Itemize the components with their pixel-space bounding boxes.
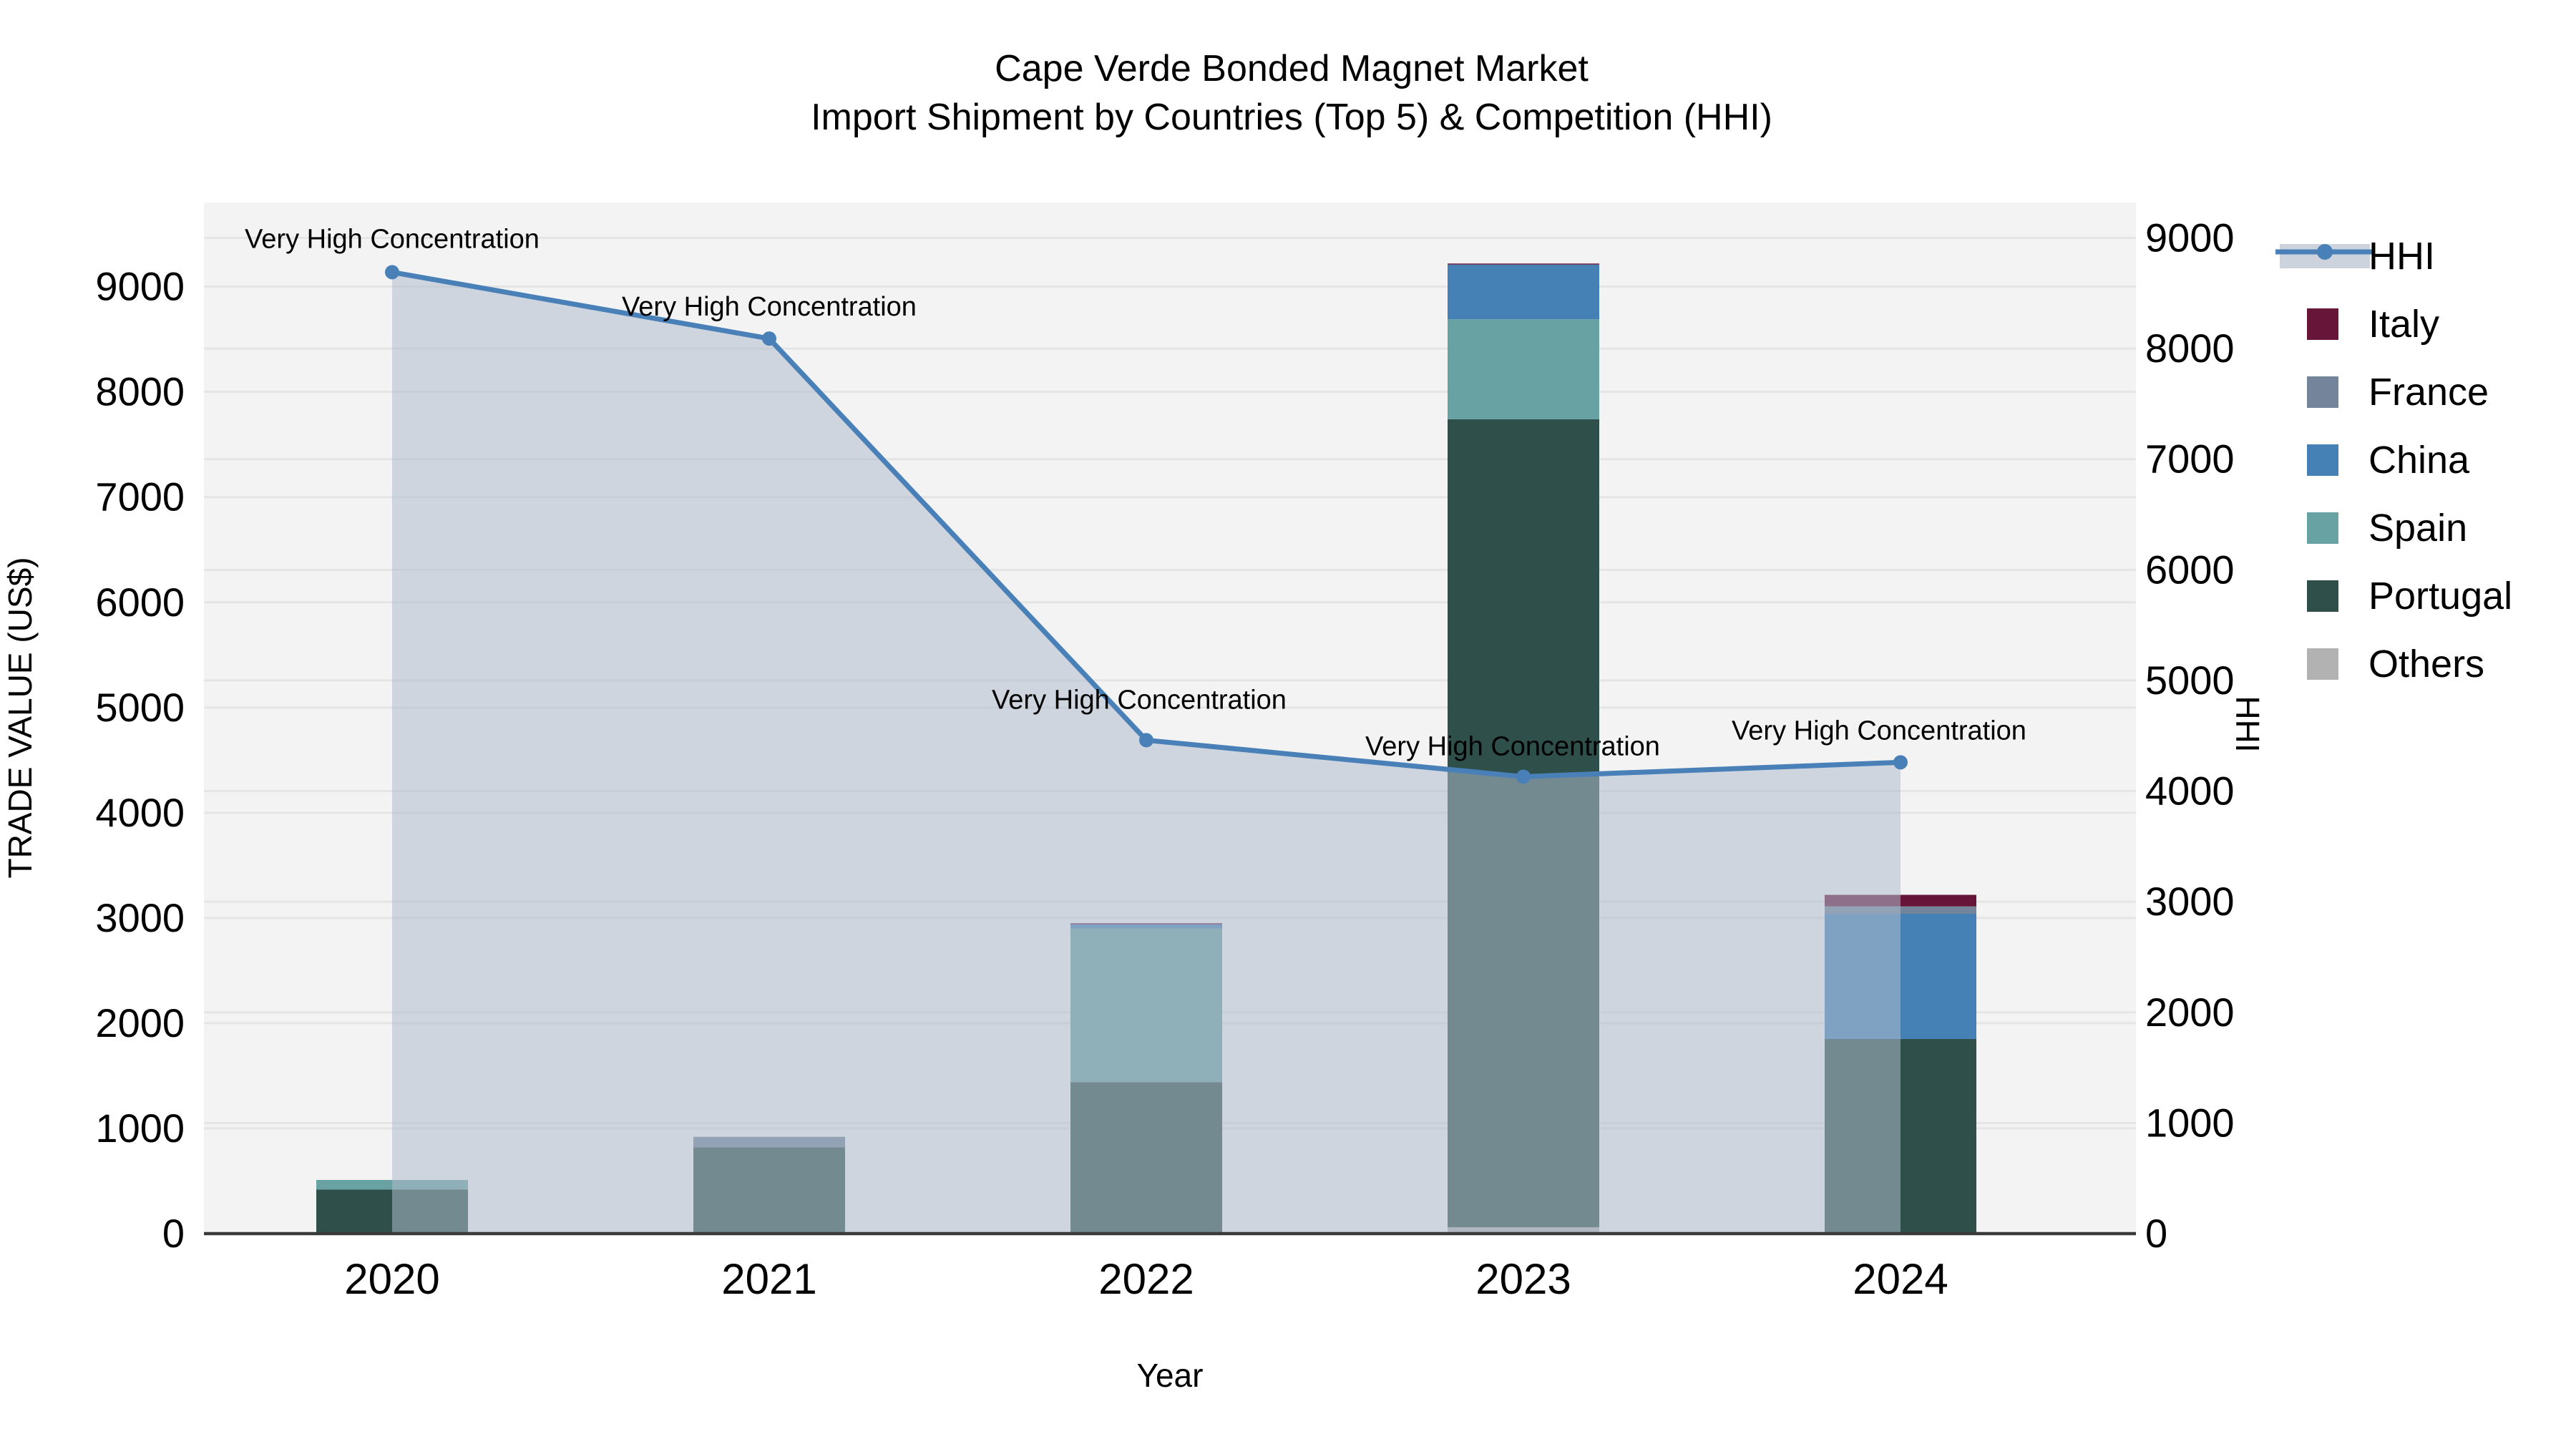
hhi-marker-2022: [1139, 733, 1153, 748]
legend-swatch-spain: [2307, 512, 2338, 544]
hhi-area: [392, 272, 1901, 1234]
y-tick-label-right-0: 0: [2145, 1211, 2167, 1256]
x-tick-label-2022: 2022: [1098, 1255, 1194, 1303]
y-tick-label-right-6000: 6000: [2145, 547, 2235, 592]
bar-segment-china-2023: [1448, 264, 1599, 320]
legend-label-italy: Italy: [2368, 303, 2439, 346]
legend-swatch-portugal: [2307, 580, 2338, 612]
annotation-2021: Very High Concentration: [622, 292, 917, 322]
legend-label-hhi: HHI: [2368, 235, 2435, 278]
x-tick-label-2020: 2020: [344, 1255, 439, 1303]
legend-swatch-italy: [2307, 308, 2338, 340]
y-tick-label-left-3000: 3000: [95, 895, 185, 940]
y-tick-label-right-4000: 4000: [2145, 769, 2235, 814]
annotation-2023: Very High Concentration: [1365, 731, 1660, 761]
bar-segment-italy-2023: [1448, 263, 1599, 265]
annotation-2022: Very High Concentration: [992, 685, 1287, 715]
legend-label-spain: Spain: [2368, 507, 2467, 550]
y-tick-label-left-6000: 6000: [95, 580, 185, 625]
y-tick-label-left-2000: 2000: [95, 1000, 185, 1045]
y-tick-label-left-7000: 7000: [95, 474, 185, 519]
y-tick-label-left-1000: 1000: [95, 1106, 185, 1151]
x-tick-label-2023: 2023: [1475, 1255, 1571, 1303]
y-tick-label-right-1000: 1000: [2145, 1100, 2235, 1145]
y-tick-label-right-9000: 9000: [2145, 215, 2235, 260]
legend-label-china: China: [2368, 439, 2470, 482]
legend-swatch-others: [2307, 648, 2338, 680]
x-tick-label-2024: 2024: [1853, 1255, 1948, 1303]
y-tick-label-right-8000: 8000: [2145, 326, 2235, 371]
y-tick-label-left-5000: 5000: [95, 685, 185, 730]
bar-segment-spain-2023: [1448, 319, 1599, 419]
legend-label-france: France: [2368, 371, 2489, 414]
x-axis-label: Year: [1137, 1357, 1204, 1394]
legend-swatch-france: [2307, 376, 2338, 408]
y-tick-label-left-4000: 4000: [95, 790, 185, 835]
y-tick-label-right-7000: 7000: [2145, 436, 2235, 482]
x-tick-label-2021: 2021: [721, 1255, 816, 1303]
y-tick-label-right-2000: 2000: [2145, 990, 2235, 1035]
annotation-2020: Very High Concentration: [245, 224, 540, 254]
y-tick-label-right-3000: 3000: [2145, 879, 2235, 924]
legend-label-others: Others: [2368, 643, 2484, 686]
hhi-marker-2021: [762, 331, 776, 346]
y-tick-label-right-5000: 5000: [2145, 658, 2235, 703]
hhi-marker-2020: [385, 265, 399, 280]
y-axis-label-right: HHI: [2229, 696, 2266, 752]
hhi-marker-2024: [1893, 755, 1908, 770]
legend-hhi-marker-icon: [2317, 244, 2333, 260]
legend-label-portugal: Portugal: [2368, 575, 2512, 618]
y-axis-label-left: TRADE VALUE (US$): [1, 557, 39, 878]
plot-area: Very High Concentration Very High Concent…: [95, 203, 2512, 1303]
legend-swatch-china: [2307, 444, 2338, 476]
y-tick-label-left-8000: 8000: [95, 369, 185, 414]
annotation-2024: Very High Concentration: [1732, 716, 2026, 746]
chart-title-line2: Import Shipment by Countries (Top 5) & C…: [811, 97, 1772, 138]
chart-title-line1: Cape Verde Bonded Magnet Market: [995, 48, 1589, 89]
y-tick-label-left-9000: 9000: [95, 264, 185, 309]
y-tick-label-left-0: 0: [162, 1211, 185, 1256]
hhi-marker-2023: [1516, 769, 1531, 784]
